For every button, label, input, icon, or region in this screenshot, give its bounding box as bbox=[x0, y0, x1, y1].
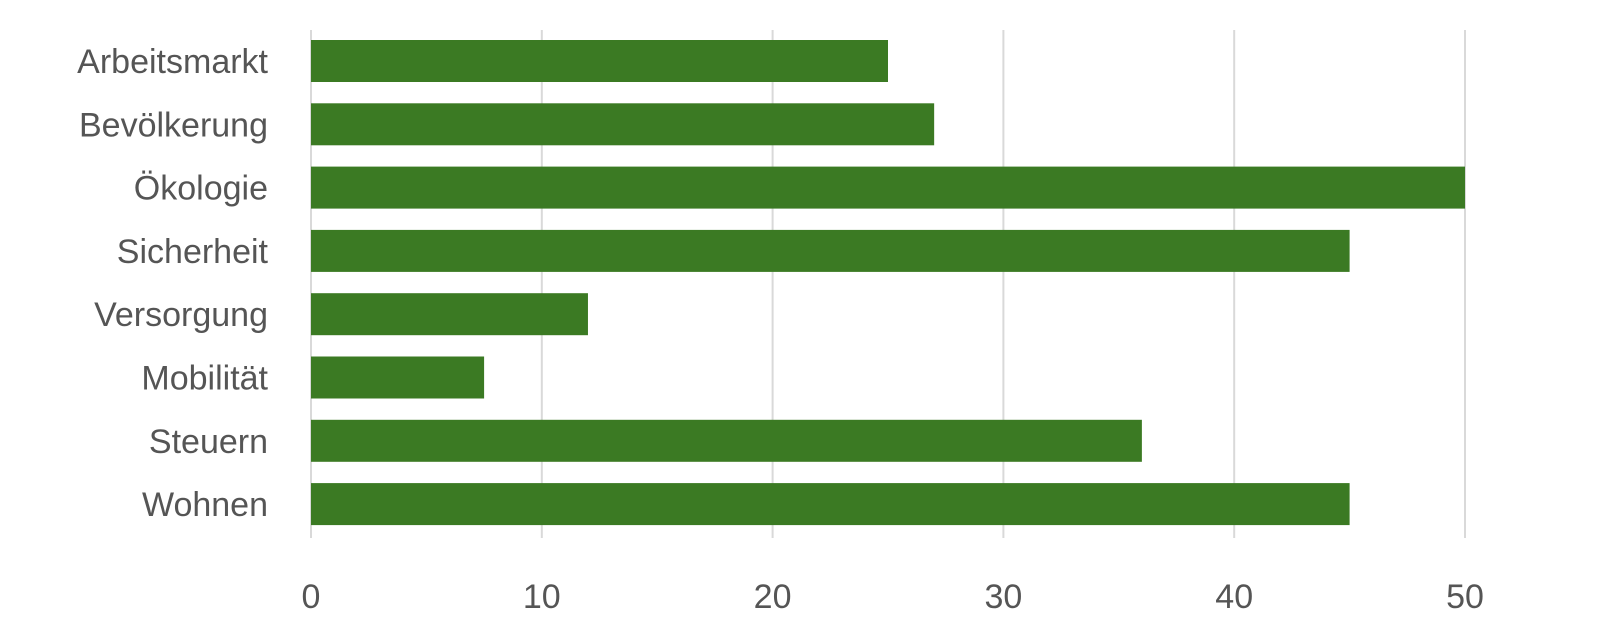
category-label: Bevölkerung bbox=[79, 106, 268, 144]
bar-7 bbox=[311, 483, 1350, 526]
category-label: Arbeitsmarkt bbox=[77, 43, 268, 81]
x-tick-label: 50 bbox=[1446, 578, 1484, 616]
x-axis-ticks: 0 10 20 30 40 50 bbox=[302, 578, 1484, 616]
x-tick-label: 30 bbox=[984, 578, 1022, 616]
category-label: Mobilität bbox=[141, 360, 268, 398]
category-label: Sicherheit bbox=[117, 233, 269, 271]
bars bbox=[311, 40, 1465, 526]
category-label: Wohnen bbox=[142, 486, 268, 524]
bar-5 bbox=[311, 356, 485, 399]
x-tick-label: 10 bbox=[523, 578, 561, 616]
bar-0 bbox=[311, 40, 888, 82]
category-label: Steuern bbox=[149, 423, 268, 461]
category-label: Ökologie bbox=[134, 170, 268, 208]
x-tick-label: 40 bbox=[1215, 578, 1253, 616]
bar-1 bbox=[311, 103, 935, 146]
bar-2 bbox=[311, 166, 1465, 209]
x-tick-label: 20 bbox=[754, 578, 792, 616]
bar-4 bbox=[311, 293, 588, 336]
bar-3 bbox=[311, 229, 1350, 272]
category-labels: Arbeitsmarkt Bevölkerung Ökologie Sicherhei… bbox=[77, 43, 268, 524]
category-label: Versorgung bbox=[94, 296, 268, 334]
bar-6 bbox=[311, 419, 1142, 462]
x-tick-label: 0 bbox=[302, 578, 321, 616]
